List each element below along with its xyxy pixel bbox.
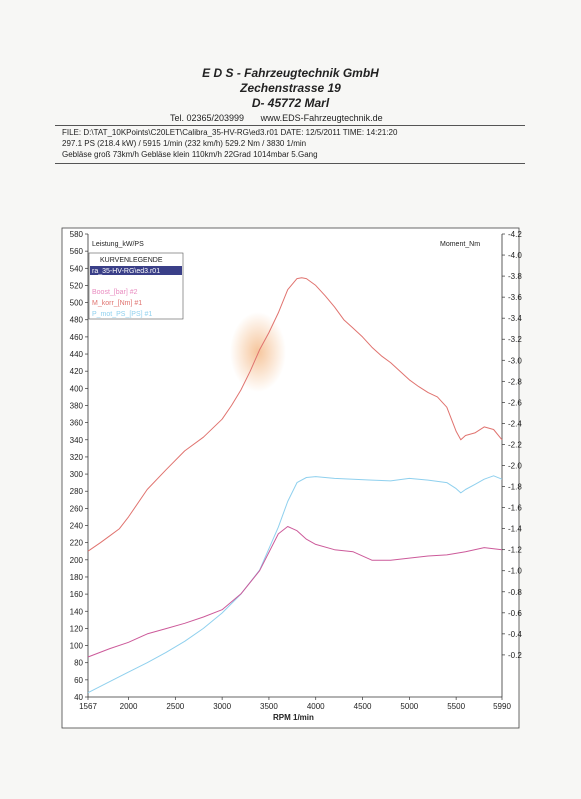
y-tick-label: 440 xyxy=(70,350,84,359)
y2-tick-label: -2.8 xyxy=(508,377,522,386)
y-tick-label: 580 xyxy=(70,230,84,239)
y2-tick-label: -0.4 xyxy=(508,630,522,639)
y2-tick-label: -3.0 xyxy=(508,356,522,365)
y-tick-label: 180 xyxy=(70,573,84,582)
legend-item-boost[interactable]: Boost_[bar] #2 xyxy=(92,289,138,296)
y-tick-label: 360 xyxy=(70,419,84,428)
legend-box: KURVENLEGENDE ra_35-HV-RG\ed3.r01 Boost_… xyxy=(88,252,184,320)
x-tick-label: 3500 xyxy=(260,702,278,711)
y-tick-label: 500 xyxy=(70,299,84,308)
chart-frame xyxy=(61,227,520,729)
y2-tick-label: -0.8 xyxy=(508,588,522,597)
y2-tick-label: -0.6 xyxy=(508,609,522,618)
y-tick-label: 120 xyxy=(70,624,84,633)
x-tick-label: 1567 xyxy=(79,702,97,711)
series-line-power xyxy=(87,475,503,694)
power-info: 297.1 PS (218.4 kW) / 5915 1/min (232 km… xyxy=(62,139,307,148)
y-tick-label: 280 xyxy=(70,487,84,496)
x-tick-label: 5990 xyxy=(493,702,511,711)
y2-tick-label: -1.4 xyxy=(508,525,522,534)
company-street: Zechenstrasse 19 xyxy=(240,81,341,95)
conditions-info: Gebläse groß 73km/h Gebläse klein 110km/… xyxy=(62,150,318,159)
legend-selected-file[interactable]: ra_35-HV-RG\ed3.r01 xyxy=(92,268,160,275)
y-tick-label: 520 xyxy=(70,281,84,290)
scan-glare xyxy=(230,312,286,392)
legend-selected-bg xyxy=(90,266,182,275)
series-line-boost xyxy=(87,526,503,658)
legend-item-power[interactable]: P_mot_PS_[PS] #1 xyxy=(92,311,152,318)
y-tick-label: 340 xyxy=(70,436,84,445)
y2-tick-label: -1.0 xyxy=(508,567,522,576)
legend-item-torque[interactable]: M_korr_[Nm] #1 xyxy=(92,300,142,307)
y2-tick-label: -1.2 xyxy=(508,546,522,555)
x-tick-label: 4500 xyxy=(354,702,372,711)
y-tick-label: 100 xyxy=(70,642,84,651)
y-tick-label: 540 xyxy=(70,264,84,273)
company-city: D- 45772 Marl xyxy=(251,96,330,110)
company-name: E D S - Fahrzeugtechnik GmbH xyxy=(202,66,379,80)
y-tick-label: 560 xyxy=(70,247,84,256)
y2-tick-label: -2.2 xyxy=(508,440,522,449)
y2-tick-label: -2.4 xyxy=(508,419,522,428)
y2-tick-label: -1.8 xyxy=(508,483,522,492)
y-tick-label: 40 xyxy=(74,693,83,702)
y-axis-label: Leistung_kW/PS xyxy=(92,241,144,248)
y-tick-label: 400 xyxy=(70,384,84,393)
y-tick-label: 260 xyxy=(70,504,84,513)
y-tick-label: 60 xyxy=(74,676,83,685)
x-tick-label: 2000 xyxy=(120,702,138,711)
header-rule xyxy=(55,125,525,126)
x-tick-label: 2500 xyxy=(166,702,184,711)
y2-tick-label: -4.0 xyxy=(508,251,522,260)
phone-number: Tel. 02365/203999 xyxy=(170,113,245,123)
y-tick-label: 320 xyxy=(70,453,84,462)
y-tick-label: 80 xyxy=(74,659,83,668)
y2-axis-label: Moment_Nm xyxy=(440,241,480,248)
y-tick-label: 240 xyxy=(70,522,84,531)
x-axis-label: RPM 1/min xyxy=(273,713,314,722)
y2-tick-label: -3.2 xyxy=(508,335,522,344)
y-tick-label: 300 xyxy=(70,470,84,479)
y-tick-label: 420 xyxy=(70,367,84,376)
y2-tick-label: -0.2 xyxy=(508,651,522,660)
contact-line: Tel. 02365/203999 www.EDS-Fahrzeugtechni… xyxy=(170,113,397,123)
y2-tick-label: -2.0 xyxy=(508,462,522,471)
file-info: FILE: D:\TAT_10KPoints\C20LET\Calibra_35… xyxy=(62,128,398,137)
y-tick-label: 140 xyxy=(70,607,84,616)
y2-tick-label: -1.6 xyxy=(508,504,522,513)
y2-tick-label: -3.6 xyxy=(508,293,522,302)
y-tick-label: 200 xyxy=(70,556,84,565)
legend-title: KURVENLEGENDE xyxy=(100,257,163,264)
y-tick-label: 380 xyxy=(70,401,84,410)
y-tick-label: 480 xyxy=(70,316,84,325)
website: www.EDS-Fahrzeugtechnik.de xyxy=(260,113,383,123)
y2-tick-label: -3.4 xyxy=(508,314,522,323)
y-tick-label: 160 xyxy=(70,590,84,599)
x-tick-label: 5500 xyxy=(447,702,465,711)
y-tick-label: 220 xyxy=(70,539,84,548)
y-tick-label: 460 xyxy=(70,333,84,342)
info-rule xyxy=(55,163,525,164)
x-tick-label: 3000 xyxy=(213,702,231,711)
y2-tick-label: -4.2 xyxy=(508,230,522,239)
x-tick-label: 5000 xyxy=(400,702,418,711)
y2-tick-label: -3.8 xyxy=(508,272,522,281)
y2-tick-label: -2.6 xyxy=(508,398,522,407)
x-tick-label: 4000 xyxy=(307,702,325,711)
series-line-torque xyxy=(87,277,503,552)
